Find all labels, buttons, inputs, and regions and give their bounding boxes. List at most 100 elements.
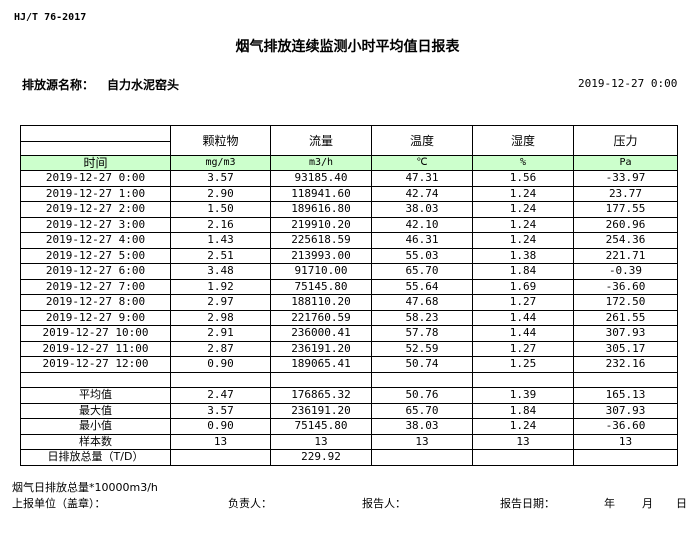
- row-label: 2019-12-27 10:00: [20, 325, 171, 342]
- value-cell: 2.98: [170, 309, 271, 326]
- value-cell: 213993.00: [270, 247, 372, 264]
- value-cell: 75145.80: [270, 418, 372, 435]
- value-cell: 1.44: [472, 325, 574, 342]
- value-cell: 221760.59: [270, 309, 372, 326]
- value-cell: 1.24: [472, 232, 574, 249]
- value-cell: 219910.20: [270, 216, 372, 233]
- row-label: 2019-12-27 3:00: [20, 216, 171, 233]
- value-cell: 47.68: [371, 294, 473, 311]
- value-cell: 50.76: [371, 387, 473, 404]
- value-cell: 1.44: [472, 309, 574, 326]
- table-row: 2019-12-27 4:00 1.43 225618.59 46.31 1.24 254…: [20, 232, 678, 249]
- reporting-unit-label: 上报单位（盖章）：: [12, 497, 106, 510]
- value-cell: 1.39: [472, 387, 574, 404]
- summary-row: 日排放总量（T/D） 229.92: [20, 449, 678, 466]
- table-row: 2019-12-27 1:00 2.90 118941.60 42.74 1.24 23.…: [20, 185, 678, 202]
- value-cell: 2.90: [170, 185, 271, 202]
- value-cell: 2.97: [170, 294, 271, 311]
- empty-cell: [20, 371, 171, 388]
- value-cell: 307.93: [573, 325, 678, 342]
- value-cell: 2.51: [170, 247, 271, 264]
- value-cell: 1.24: [472, 201, 574, 218]
- table-row: 2019-12-27 5:00 2.51 213993.00 55.03 1.38 221…: [20, 247, 678, 264]
- value-cell: [573, 449, 678, 466]
- value-cell: 13: [371, 433, 473, 450]
- table-row: 2019-12-27 10:00 2.91 236000.41 57.78 1.44 30…: [20, 325, 678, 342]
- report-title: 烟气排放连续监测小时平均值日报表: [235, 39, 460, 55]
- time-header: 时间: [20, 155, 171, 171]
- source-value: 自力水泥窑头: [107, 78, 180, 92]
- value-cell: 1.69: [472, 278, 574, 295]
- value-cell: 52.59: [371, 340, 473, 357]
- column-header-row: 颗粒物 流量 温度 湿度 压力: [20, 125, 678, 156]
- report-date-label: 报告日期：: [500, 497, 555, 510]
- empty-cell: [170, 371, 271, 388]
- row-label: 2019-12-27 7:00: [20, 278, 171, 295]
- value-cell: 189065.41: [270, 356, 372, 373]
- value-cell: 65.70: [371, 402, 473, 419]
- value-cell: 1.24: [472, 216, 574, 233]
- value-cell: 2.87: [170, 340, 271, 357]
- value-cell: 46.31: [371, 232, 473, 249]
- col-header: 颗粒物: [170, 125, 271, 156]
- value-cell: 188110.20: [270, 294, 372, 311]
- value-cell: 261.55: [573, 309, 678, 326]
- value-cell: 2.16: [170, 216, 271, 233]
- row-label: 2019-12-27 5:00: [20, 247, 171, 264]
- value-cell: [170, 449, 271, 466]
- row-label: 2019-12-27 0:00: [20, 170, 171, 187]
- value-cell: 1.56: [472, 170, 574, 187]
- summary-row: 最大值 3.57 236191.20 65.70 1.84 307.93: [20, 402, 678, 419]
- table-row: 2019-12-27 9:00 2.98 221760.59 58.23 1.44 261…: [20, 309, 678, 326]
- value-cell: 75145.80: [270, 278, 372, 295]
- col-header: 压力: [573, 125, 678, 156]
- unit-cell: %: [472, 155, 574, 171]
- value-cell: 189616.80: [270, 201, 372, 218]
- row-label: 2019-12-27 6:00: [20, 263, 171, 280]
- row-label: 最大值: [20, 402, 171, 419]
- value-cell: 55.03: [371, 247, 473, 264]
- value-cell: 1.43: [170, 232, 271, 249]
- value-cell: 2.91: [170, 325, 271, 342]
- value-cell: 23.77: [573, 185, 678, 202]
- value-cell: 229.92: [270, 449, 372, 466]
- value-cell: 1.92: [170, 278, 271, 295]
- table-row: 2019-12-27 6:00 3.48 91710.00 65.70 1.84 -0.3…: [20, 263, 678, 280]
- value-cell: 38.03: [371, 418, 473, 435]
- row-label: 平均值: [20, 387, 171, 404]
- standard-code: HJ/T 76-2017: [14, 12, 87, 23]
- value-cell: 0.90: [170, 418, 271, 435]
- report-datetime: 2019-12-27 0:00: [578, 77, 678, 90]
- unit-cell: mg/m3: [170, 155, 271, 171]
- value-cell: [472, 449, 574, 466]
- value-cell: [371, 449, 473, 466]
- value-cell: 93185.40: [270, 170, 372, 187]
- value-cell: 118941.60: [270, 185, 372, 202]
- col-header: 流量: [270, 125, 372, 156]
- value-cell: 13: [472, 433, 574, 450]
- day-label: 日: [676, 497, 687, 510]
- value-cell: 50.74: [371, 356, 473, 373]
- blank-row: [20, 371, 678, 388]
- value-cell: 3.57: [170, 402, 271, 419]
- value-cell: 225618.59: [270, 232, 372, 249]
- value-cell: 1.24: [472, 418, 574, 435]
- value-cell: 91710.00: [270, 263, 372, 280]
- value-cell: 57.78: [371, 325, 473, 342]
- value-cell: 1.84: [472, 263, 574, 280]
- value-cell: 236191.20: [270, 340, 372, 357]
- row-label: 2019-12-27 2:00: [20, 201, 171, 218]
- value-cell: 1.25: [472, 356, 574, 373]
- corner-cell: [20, 140, 171, 157]
- value-cell: 254.36: [573, 232, 678, 249]
- value-cell: 177.55: [573, 201, 678, 218]
- row-label: 最小值: [20, 418, 171, 435]
- empty-cell: [472, 371, 574, 388]
- empty-cell: [371, 371, 473, 388]
- value-cell: 1.38: [472, 247, 574, 264]
- table-row: 2019-12-27 7:00 1.92 75145.80 55.64 1.69 -36.…: [20, 278, 678, 295]
- col-header: 湿度: [472, 125, 574, 156]
- value-cell: 0.90: [170, 356, 271, 373]
- value-cell: 165.13: [573, 387, 678, 404]
- row-label: 2019-12-27 1:00: [20, 185, 171, 202]
